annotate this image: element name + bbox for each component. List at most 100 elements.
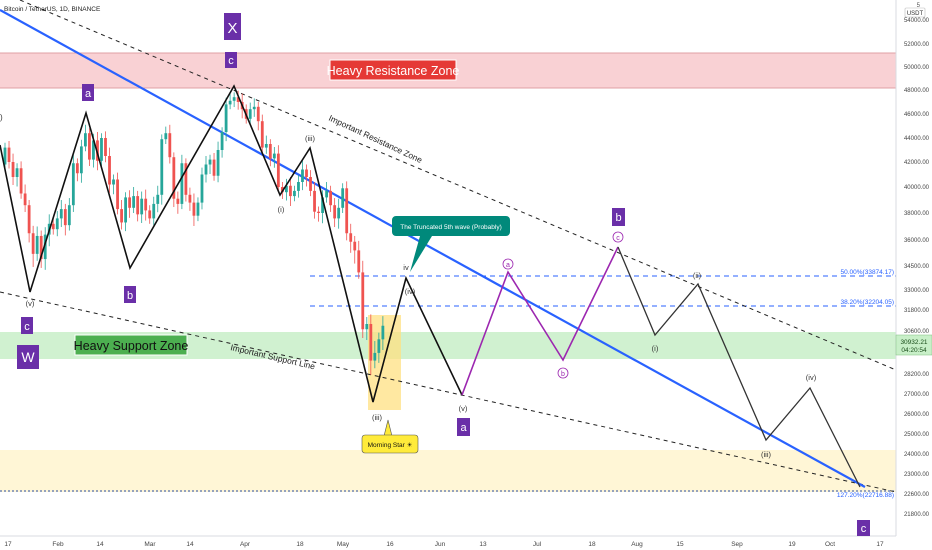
wave-iv-small: iv: [403, 263, 409, 272]
circle-c: [612, 231, 624, 243]
candle-body: [39, 235, 43, 260]
candle-body: [192, 202, 196, 216]
price-tick-label: 25000.00: [904, 432, 930, 438]
wave-i-right: (i): [652, 344, 659, 353]
candle-body: [144, 198, 148, 211]
candle-body: [67, 205, 71, 226]
candle-body: [276, 153, 280, 187]
candle-body: [297, 182, 300, 191]
support-label-box: [74, 334, 188, 356]
candle-body: [11, 162, 15, 177]
price-tick-label: 42000.00: [904, 160, 930, 166]
candle-body: [120, 209, 123, 223]
badge-c-bottom: [857, 520, 870, 536]
price-tick-label: 30600.00: [904, 329, 930, 335]
fib-127-label: 127.20%(22716.88): [837, 492, 894, 499]
wave-c-top-label: c: [228, 55, 234, 67]
candle-body: [132, 196, 136, 208]
candle-body: [136, 196, 140, 215]
price-tick-label: 38000.00: [904, 211, 930, 217]
candle-body: [156, 194, 160, 204]
wave-c-bottom-label: c: [861, 523, 867, 535]
wave-c-left-label: c: [24, 321, 30, 333]
candle-body: [35, 235, 39, 254]
candle-body: [204, 164, 208, 175]
time-tick-label: Mar: [144, 541, 156, 548]
candle-body: [164, 133, 168, 140]
price-tick-label: 50000.00: [904, 65, 930, 71]
candle-body: [313, 190, 316, 212]
candle-body: [124, 197, 127, 223]
wave-paren-left: ): [0, 113, 3, 122]
time-tick-label: Feb: [52, 541, 64, 548]
morning-star-box: [368, 315, 401, 410]
candle-body: [280, 187, 284, 193]
wave-c-circle-label: c: [616, 235, 620, 242]
support-label: Heavy Support Zone: [74, 339, 189, 353]
currency-label: USDT: [907, 11, 924, 17]
candle-body: [337, 207, 341, 219]
candle-body: [361, 272, 365, 330]
candle-body: [88, 133, 91, 160]
wave-iii-right: (iii): [761, 450, 771, 459]
price-tick-label: 27000.00: [904, 392, 930, 398]
candle-body: [272, 153, 276, 159]
candle-body: [333, 205, 337, 219]
candle-body: [325, 190, 328, 198]
badge-c-top: [225, 52, 237, 68]
morning-star-callout: Morning Star ☀: [368, 441, 413, 449]
candle-body: [268, 144, 272, 159]
candle-body: [128, 197, 132, 208]
price-tick-label: 54000.00: [904, 18, 930, 24]
time-tick-label: Oct: [825, 541, 835, 548]
price-tick-label: 36000.00: [904, 238, 930, 244]
candle-body: [377, 339, 381, 353]
wave-b-right-label: b: [615, 212, 621, 224]
candle-body: [252, 106, 256, 110]
candle-body: [140, 198, 144, 215]
candle-body: [305, 169, 308, 177]
candle-body: [71, 163, 75, 206]
price-axis-bg: [896, 0, 932, 536]
price-tick-label: 33000.00: [904, 288, 930, 294]
axis-top-label: 5: [917, 3, 921, 9]
candle-body: [212, 159, 216, 176]
candle-body: [369, 324, 373, 361]
candle-body: [152, 203, 156, 219]
wave-iv-paren: (iv): [405, 287, 416, 296]
current-price-tag: [895, 334, 932, 356]
candle-body: [232, 97, 236, 101]
truncated-callout-box: [392, 216, 510, 236]
time-tick-label: 18: [296, 541, 304, 548]
time-tick-label: Jul: [533, 541, 542, 548]
morning-star-pointer: [383, 419, 393, 437]
candle-body: [224, 104, 228, 132]
badge-c-left: [21, 317, 33, 334]
candle-body: [200, 174, 204, 203]
candle-body: [208, 159, 212, 165]
candle-body: [260, 121, 264, 148]
candle-body: [256, 106, 260, 122]
wave-v-mid: (v): [459, 404, 468, 413]
candle-body: [317, 211, 320, 213]
candle-body: [31, 233, 35, 254]
price-tick-label: 31800.00: [904, 308, 930, 314]
candle-body: [104, 138, 107, 156]
price-tick-label: 44000.00: [904, 136, 930, 142]
time-axis-bg: [0, 536, 932, 550]
candle-body: [116, 179, 119, 210]
time-tick-label: Jun: [435, 541, 446, 548]
price-tick-label: 48000.00: [904, 88, 930, 94]
circle-a: [502, 258, 514, 270]
time-tick-label: Sep: [731, 541, 743, 548]
candles-group: [3, 90, 385, 375]
candle-body: [345, 188, 349, 234]
candle-body: [349, 233, 353, 242]
candle-body: [172, 157, 176, 199]
fib-50-label: 50.00%(33874.17): [841, 269, 895, 276]
wave-iii-low: (iii): [372, 413, 382, 422]
candle-body: [19, 168, 23, 194]
wave-iii-top: (iii): [305, 134, 315, 143]
currency-badge[interactable]: [904, 7, 926, 18]
